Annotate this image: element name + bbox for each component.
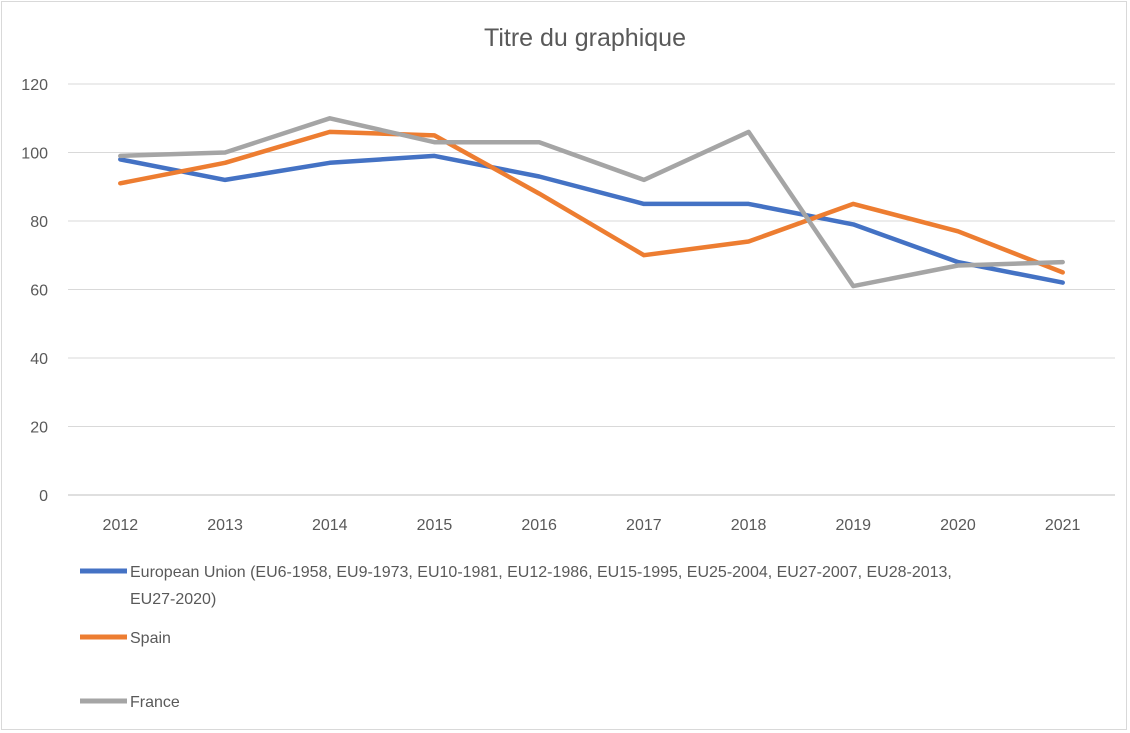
chart-title: Titre du graphique: [484, 24, 686, 52]
series-line-2: [118, 129, 1065, 275]
series-line-3: [118, 116, 1065, 289]
legend-label-3: France: [130, 694, 180, 711]
x-tick-label-2017: 2017: [626, 517, 662, 534]
x-tick-label-2012: 2012: [103, 517, 139, 534]
x-tick-label-2021: 2021: [1045, 517, 1081, 534]
y-tick-label-40: 40: [30, 351, 48, 368]
series-lines: [118, 116, 1065, 289]
x-axis-ticks: 2012 2013 2014 2015 2016 2017 2018 2019 2020 2021: [103, 517, 1081, 534]
x-tick-label-2018: 2018: [731, 517, 767, 534]
legend-label-2: Spain: [130, 630, 171, 647]
x-tick-label-2019: 2019: [835, 517, 871, 534]
x-tick-label-2015: 2015: [417, 517, 453, 534]
series-line-1: [118, 153, 1065, 285]
x-tick-label-2016: 2016: [521, 517, 557, 534]
x-tick-label-2013: 2013: [207, 517, 243, 534]
legend: European Union (EU6-1958, EU9-1973, EU10…: [80, 564, 952, 711]
gridlines: [68, 83, 1115, 496]
y-tick-label-20: 20: [30, 420, 48, 437]
y-tick-label-80: 80: [30, 214, 48, 231]
y-tick-label-60: 60: [30, 283, 48, 300]
x-tick-label-2014: 2014: [312, 517, 348, 534]
y-axis-ticks: 0 20 40 60 80 100 120: [21, 77, 48, 505]
y-tick-label-0: 0: [39, 488, 48, 505]
x-tick-label-2020: 2020: [940, 517, 976, 534]
y-tick-label-120: 120: [21, 77, 48, 94]
y-tick-label-100: 100: [21, 146, 48, 163]
legend-label-1-cont: EU27-2020): [130, 591, 216, 608]
legend-label-1: European Union (EU6-1958, EU9-1973, EU10…: [130, 564, 952, 581]
